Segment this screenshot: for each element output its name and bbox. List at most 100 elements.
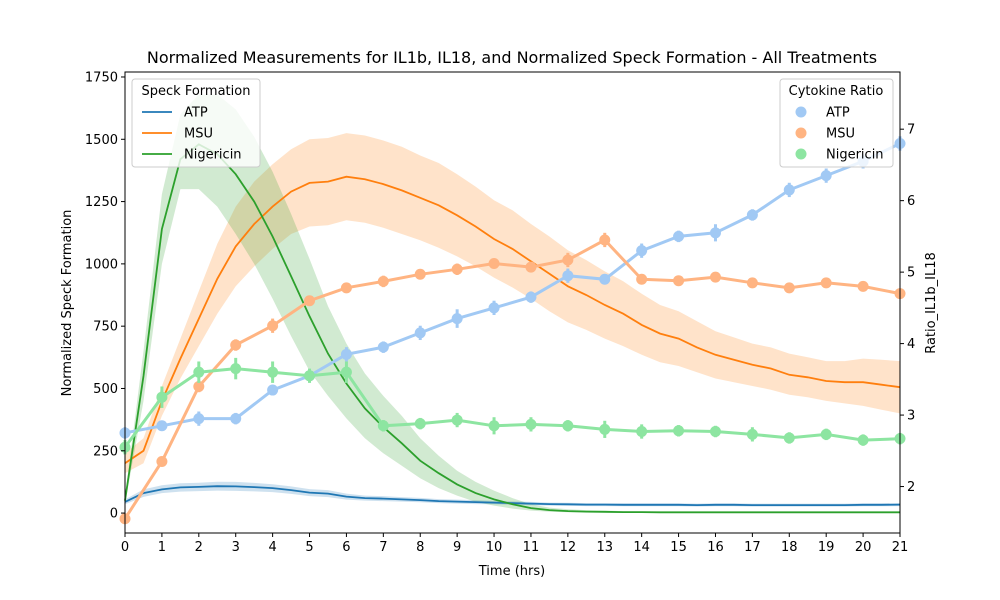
ratio-point-msu	[783, 282, 795, 294]
y2-axis-label: Ratio_IL1b_IL18	[924, 252, 939, 354]
ratio-point-msu	[304, 295, 316, 307]
band-atp	[125, 481, 900, 507]
ratio-point-msu	[156, 456, 168, 468]
ratio-point-nigericin	[746, 428, 758, 440]
ratio-point-atp	[414, 327, 426, 339]
y-tick-label: 1000	[85, 257, 118, 272]
ratio-point-msu	[636, 273, 648, 285]
y-tick-label: 500	[93, 382, 118, 397]
x-tick-label: 18	[781, 540, 798, 555]
ratio-line-nigericin	[123, 367, 901, 449]
speck-line-atp	[124, 485, 901, 507]
ratio-point-nigericin	[636, 426, 648, 438]
ratio-point-atp	[636, 245, 648, 257]
ratio-point-atp	[746, 209, 758, 221]
y2-tick-label: 4	[907, 337, 915, 352]
ratio-legend-swatch-nigericin	[795, 148, 807, 160]
ratio-point-atp	[820, 170, 832, 182]
y2-tick-label: 3	[907, 409, 915, 424]
ratio-point-atp	[783, 184, 795, 196]
ratio-point-atp	[525, 291, 537, 303]
x-tick-label: 9	[453, 540, 461, 555]
y-axis-label: Normalized Speck Formation	[60, 210, 75, 397]
band-msu	[125, 133, 900, 474]
ratio-legend-label-atp: ATP	[826, 106, 850, 121]
x-tick-label: 15	[670, 540, 687, 555]
ratio-legend-swatch-msu	[795, 127, 807, 139]
ratio-point-nigericin	[673, 425, 685, 437]
y-axis-right: 2 3 4 5 6 7	[900, 123, 915, 495]
speck-legend-title: Speck Formation	[142, 84, 251, 99]
x-tick-label: 19	[818, 540, 835, 555]
ratio-point-msu	[562, 254, 574, 266]
ratio-point-msu	[414, 268, 426, 280]
ratio-point-atp	[451, 313, 463, 325]
ratio-point-nigericin	[267, 366, 279, 378]
ratio-marks	[119, 136, 906, 525]
ratio-point-nigericin	[820, 428, 832, 440]
speck-lines	[124, 143, 901, 514]
ratio-point-nigericin	[783, 432, 795, 444]
y2-tick-label: 7	[907, 123, 915, 138]
ratio-point-atp	[673, 230, 685, 242]
ratio-point-atp	[377, 341, 389, 353]
ratio-point-msu	[230, 339, 242, 351]
y-axis-left: 0 250 500 750 1000 1250 1500 1750	[85, 70, 125, 522]
ratio-point-msu	[340, 282, 352, 294]
y2-tick-label: 6	[907, 194, 915, 209]
ratio-point-msu	[746, 277, 758, 289]
ratio-point-nigericin	[304, 370, 316, 382]
ratio-point-nigericin	[857, 434, 869, 446]
y-tick-label: 1250	[85, 195, 118, 210]
ratio-point-nigericin	[525, 418, 537, 430]
ratio-point-atp	[230, 413, 242, 425]
ratio-point-nigericin	[562, 420, 574, 432]
ratio-point-msu	[488, 258, 500, 270]
y-tick-label: 250	[93, 444, 118, 459]
ratio-legend-label-msu: MSU	[826, 127, 855, 142]
ratio-point-atp	[340, 348, 352, 360]
x-tick-label: 16	[707, 540, 724, 555]
ratio-legend-label-nigericin: Nigericin	[826, 148, 884, 163]
ratio-point-msu	[193, 380, 205, 392]
x-tick-label: 3	[232, 540, 240, 555]
x-tick-label: 4	[268, 540, 276, 555]
y-tick-label: 1500	[85, 133, 118, 148]
y-tick-label: 0	[110, 507, 118, 522]
x-tick-label: 21	[892, 540, 909, 555]
ratio-point-msu	[525, 261, 537, 273]
ratio-legend-swatch-atp	[795, 106, 807, 118]
chart-title: Normalized Measurements for IL1b, IL18, …	[147, 48, 877, 67]
x-tick-label: 1	[158, 540, 166, 555]
x-tick-label: 10	[486, 540, 503, 555]
y-tick-label: 1750	[85, 70, 118, 85]
ratio-point-atp	[599, 273, 611, 285]
speck-legend-label-nigericin: Nigericin	[184, 148, 242, 163]
ratio-point-atp	[488, 302, 500, 314]
plot-frame	[124, 71, 901, 534]
x-tick-label: 0	[121, 540, 129, 555]
speck-legend-box	[131, 78, 261, 168]
speck-line-nigericin	[124, 143, 900, 514]
ratio-legend: Cytokine Ratio ATP MSU Nigericin	[779, 78, 894, 168]
ratio-point-msu	[673, 275, 685, 287]
ratio-point-msu	[709, 271, 721, 283]
ratio-point-nigericin	[451, 414, 463, 426]
x-tick-label: 5	[305, 540, 313, 555]
x-tick-label: 7	[379, 540, 387, 555]
ratio-legend-box	[779, 78, 894, 168]
ratio-point-atp	[562, 270, 574, 282]
ratio-point-nigericin	[230, 363, 242, 375]
x-tick-label: 8	[416, 540, 424, 555]
y-tick-label: 750	[93, 320, 118, 335]
ratio-line-msu	[123, 238, 901, 520]
ratio-point-nigericin	[340, 366, 352, 378]
speck-line-msu	[124, 175, 901, 464]
ratio-point-nigericin	[156, 391, 168, 403]
y2-tick-label: 5	[907, 266, 915, 281]
ratio-point-nigericin	[599, 423, 611, 435]
ratio-legend-title: Cytokine Ratio	[789, 84, 884, 99]
x-tick-label: 13	[596, 540, 613, 555]
ratio-point-atp	[267, 384, 279, 396]
